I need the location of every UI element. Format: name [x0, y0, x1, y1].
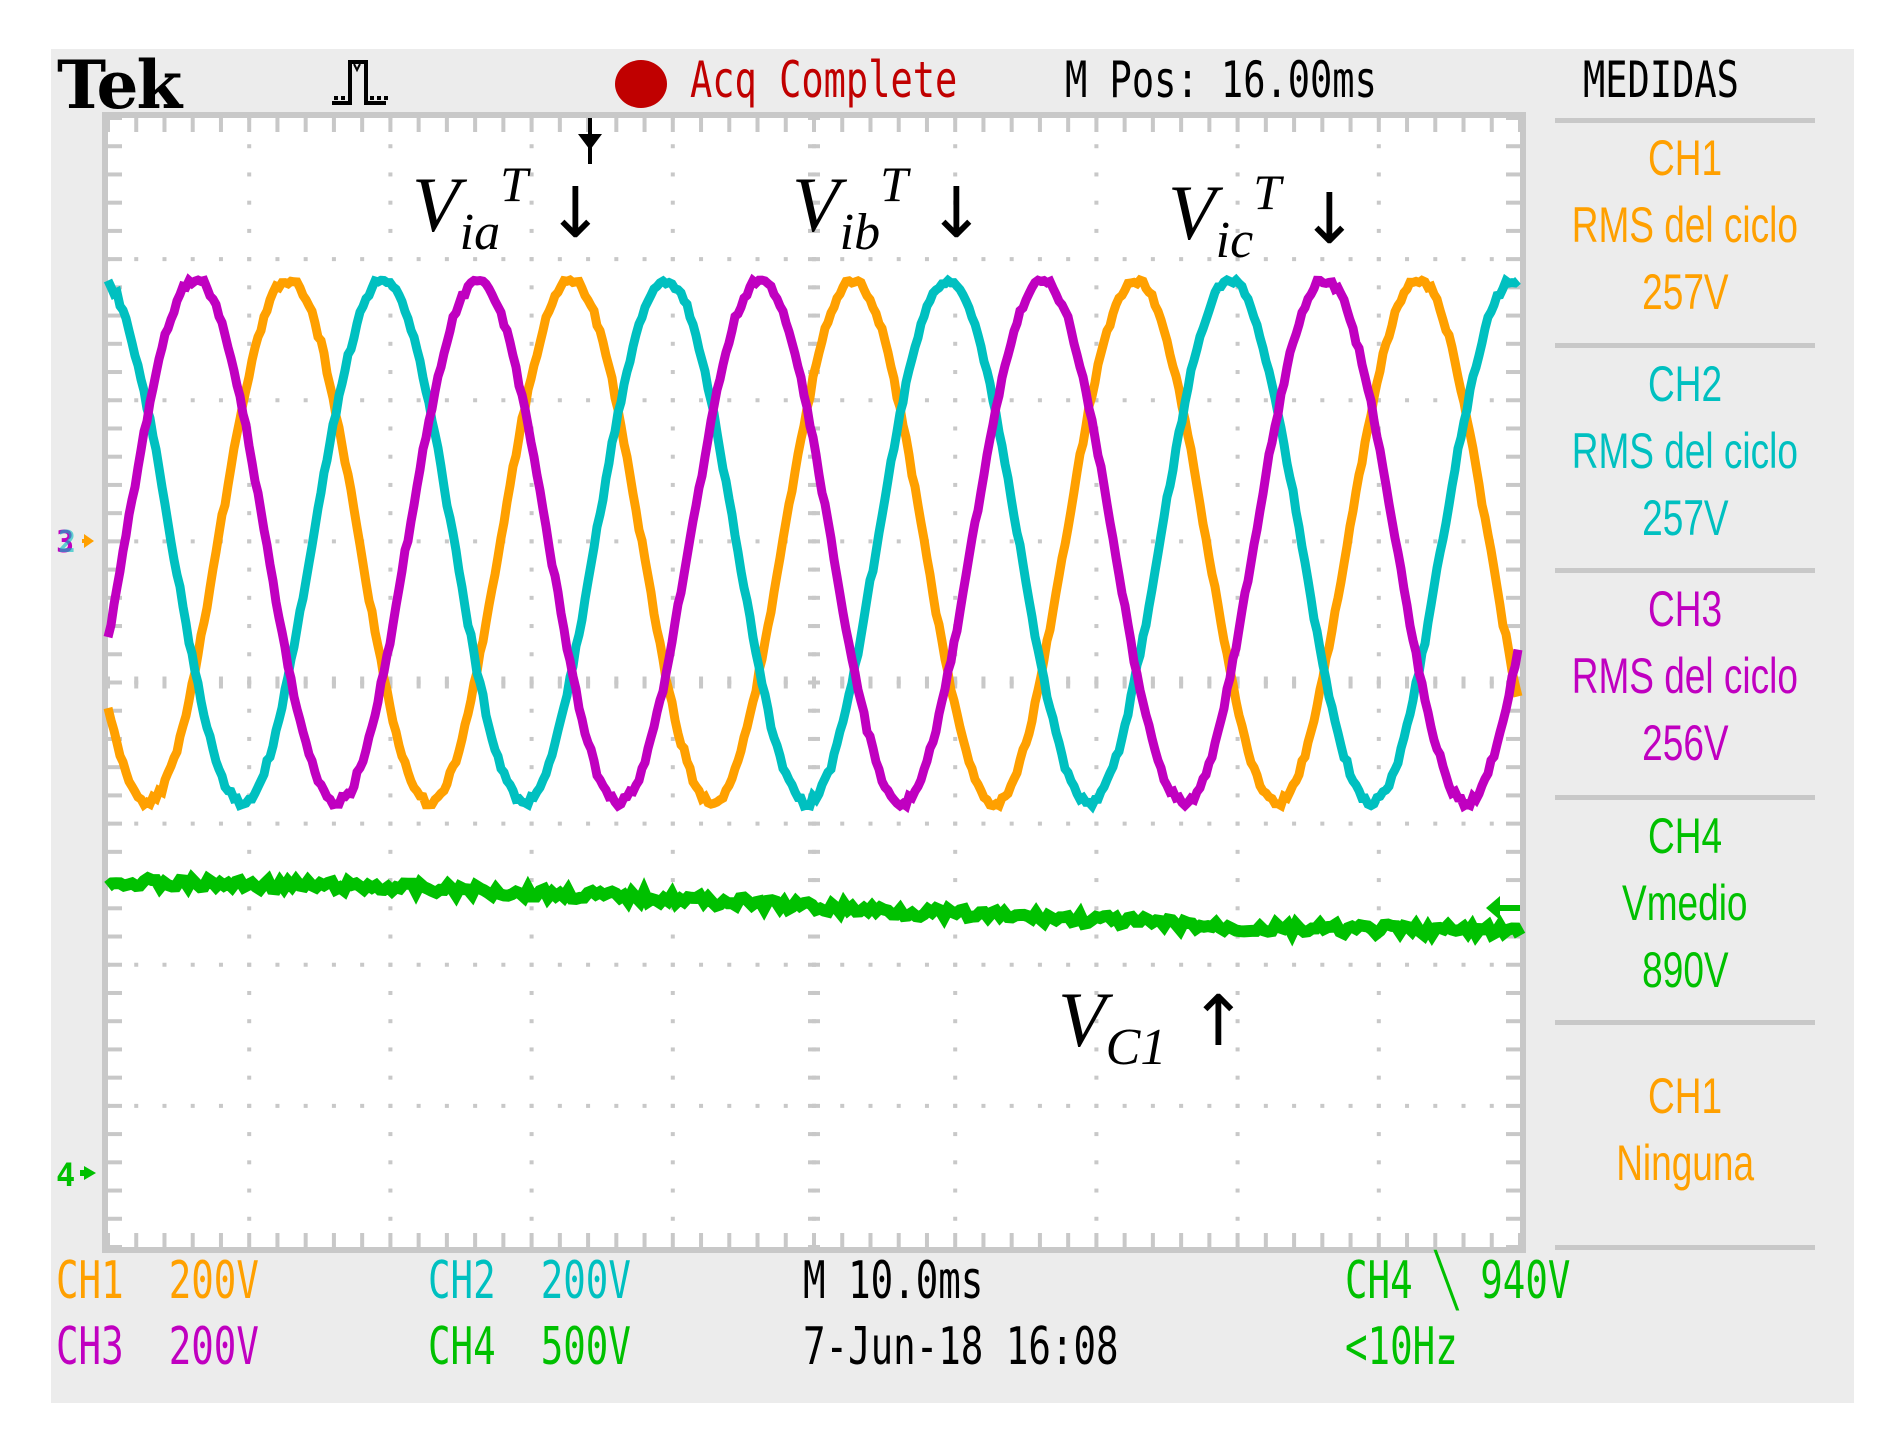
- meas-ch4-value: 890V: [1641, 942, 1729, 998]
- annotation-via-arrow-icon: ↓: [546, 172, 605, 254]
- meas-ch3-value: 256V: [1641, 715, 1729, 771]
- meas-separator: [1555, 1020, 1815, 1025]
- ch4-ground-marker: 4: [56, 1154, 106, 1199]
- m-pos-readout: M Pos: 16.00ms: [1065, 51, 1377, 109]
- annotation-vib-arrow-icon: ↓: [927, 172, 986, 254]
- trigger-readout: CH4 ╲ 940V: [1345, 1251, 1571, 1311]
- trigger-position-marker-icon: [574, 118, 606, 171]
- annotation-vib: VibT: [792, 156, 908, 261]
- meas-ch3-channel: CH3: [1647, 581, 1723, 637]
- meas-separator: [1555, 1245, 1815, 1250]
- meas-ch4-type: Vmedio: [1622, 875, 1748, 931]
- falling-edge-icon: ╲: [1435, 1251, 1458, 1311]
- meas-ch2-value: 257V: [1641, 490, 1729, 546]
- timebase-readout: M 10.0ms: [803, 1251, 984, 1311]
- annotation-vc1-arrow-icon: ↑: [1189, 980, 1248, 1062]
- ch1-scale-label: CH1 200V: [56, 1251, 259, 1311]
- trigger-frequency-readout: <10Hz: [1345, 1317, 1458, 1377]
- annotation-vic: VicT: [1168, 164, 1281, 269]
- meas-ch1-channel: CH1: [1647, 130, 1723, 186]
- svg-text:2: 2: [58, 525, 76, 560]
- annotation-vc1: VC1: [1058, 976, 1167, 1076]
- svg-text:3: 3: [56, 525, 74, 560]
- acq-status-text: Acq Complete: [690, 51, 958, 109]
- meas-ch1-value: 257V: [1641, 264, 1729, 320]
- acq-status-indicator-icon: [615, 60, 667, 108]
- svg-text:4: 4: [56, 1156, 75, 1194]
- ch2-scale-label: CH2 200V: [428, 1251, 631, 1311]
- trigger-level-marker-icon: [1482, 890, 1522, 935]
- meas-separator: [1555, 795, 1815, 800]
- meas-ch2-type: RMS del ciclo: [1571, 423, 1799, 479]
- meas-separator: [1555, 343, 1815, 348]
- meas-ch1-type: RMS del ciclo: [1571, 197, 1799, 253]
- datetime-readout: 7-Jun-18 16:08: [803, 1317, 1119, 1377]
- ch3-scale-label: CH3 200V: [56, 1317, 259, 1377]
- meas-separator: [1555, 568, 1815, 573]
- pulse-trigger-icon: [332, 58, 442, 111]
- meas-ch2-channel: CH2: [1647, 356, 1723, 412]
- meas-ch4-channel: CH4: [1647, 808, 1723, 864]
- annotation-via: ViaT: [412, 156, 528, 261]
- meas-ch3-type: RMS del ciclo: [1571, 648, 1799, 704]
- measurements-panel-title: MEDIDAS: [1583, 51, 1739, 109]
- tek-logo: Tek: [57, 46, 182, 124]
- annotation-vic-arrow-icon: ↓: [1300, 178, 1359, 260]
- meas-slot5-channel: CH1: [1647, 1068, 1723, 1124]
- ch123-ground-marker: 3 2: [56, 522, 106, 570]
- ch4-scale-label: CH4 500V: [428, 1317, 631, 1377]
- meas-separator: [1555, 118, 1815, 123]
- meas-slot5-type: Ninguna: [1616, 1135, 1754, 1191]
